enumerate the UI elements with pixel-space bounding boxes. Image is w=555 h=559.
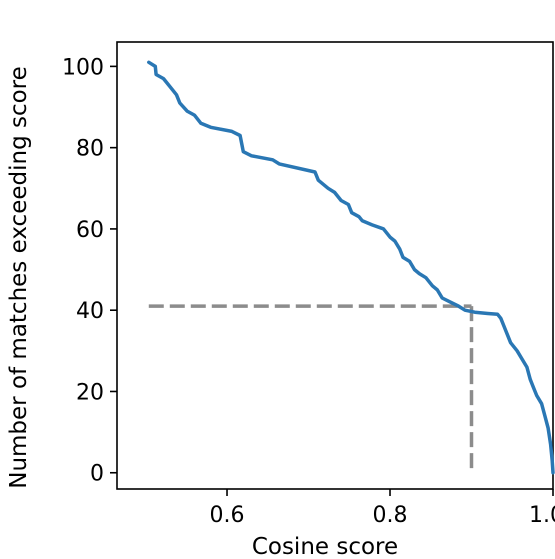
series-line (147, 60, 555, 475)
y-axis-label: Number of matches exceeding score (6, 66, 32, 489)
y-tick-label: 0 (90, 462, 104, 487)
y-tick-label: 40 (76, 299, 104, 324)
x-axis-label: Cosine score (252, 534, 398, 559)
y-axis-ticks: 0 20 40 60 80 100 (62, 55, 117, 487)
y-tick-label: 100 (62, 55, 104, 80)
y-tick-label: 20 (76, 380, 104, 405)
plot-frame (116, 41, 554, 490)
x-tick-label: 0.6 (210, 503, 245, 528)
y-tick-label: 60 (76, 218, 104, 243)
x-axis-ticks: 0.6 0.8 1.0 (210, 489, 555, 528)
x-tick-label: 1.0 (529, 503, 555, 528)
y-tick-label: 80 (76, 137, 104, 162)
x-tick-label: 0.8 (373, 503, 408, 528)
